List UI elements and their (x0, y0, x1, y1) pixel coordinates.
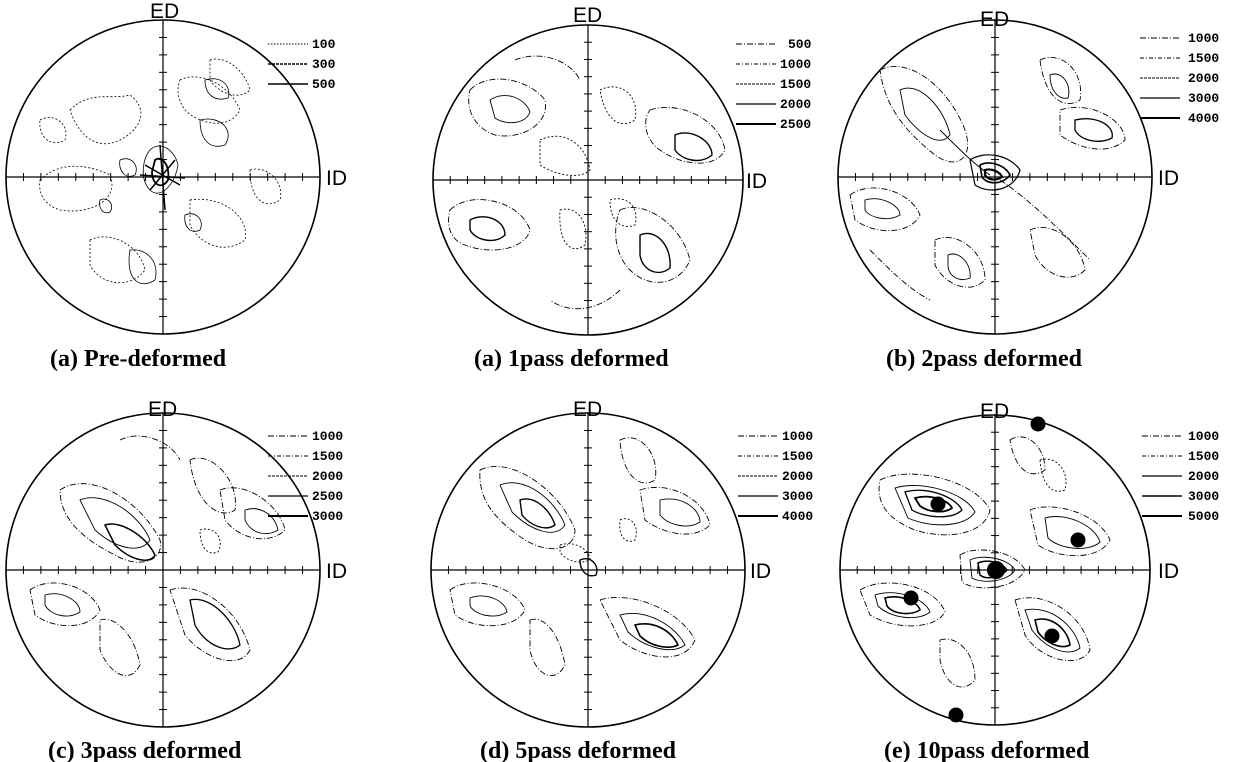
contour-lines (29, 435, 286, 677)
legend-label: 2000 (782, 469, 813, 484)
legend-label: 1500 (780, 77, 811, 92)
legend: 1000 1500 2000 3000 4000 (1140, 31, 1219, 126)
id-label: ID (1158, 167, 1179, 190)
legend-label: 1000 (1188, 429, 1219, 444)
texture-marker (930, 496, 946, 512)
axis-ticks (854, 36, 1136, 318)
axis-ticks (22, 429, 304, 711)
legend-label: 5000 (1188, 509, 1219, 524)
legend-label: 3000 (782, 489, 813, 504)
id-label: ID (326, 560, 347, 583)
legend-label: 4000 (782, 509, 813, 524)
contour-lines (448, 55, 726, 310)
axis-ticks (856, 431, 1134, 709)
legend-label: 500 (788, 37, 812, 52)
legend-label: 1500 (1188, 51, 1219, 66)
texture-markers (903, 416, 1086, 723)
legend: 100 300 500 (268, 37, 336, 92)
texture-marker (1070, 532, 1086, 548)
legend-label: 3000 (1188, 91, 1219, 106)
panel-caption: (a) Pre-deformed (50, 346, 227, 372)
panel-pre: ED ID (5, 0, 347, 372)
panel-3pass: ED ID 1000 1500 (5, 398, 347, 762)
legend-label: 2000 (1188, 71, 1219, 86)
texture-marker (987, 561, 1005, 579)
ed-label: ED (573, 4, 602, 27)
ed-label: ED (150, 0, 179, 23)
legend-label: 1500 (782, 449, 813, 464)
id-label: ID (326, 167, 347, 190)
panel-caption: (c) 3pass deformed (48, 738, 242, 762)
legend-label: 2000 (780, 97, 811, 112)
ed-label: ED (573, 398, 602, 421)
legend-label: 3000 (312, 509, 343, 524)
legend: 1000 1500 2000 3000 5000 (1142, 429, 1219, 524)
legend-label: 2500 (312, 489, 343, 504)
legend-label: 3000 (1188, 489, 1219, 504)
legend-label: 1500 (312, 449, 343, 464)
ed-label: ED (980, 8, 1009, 31)
texture-marker (1030, 416, 1046, 432)
legend-label: 2500 (780, 117, 811, 132)
panel-1pass: ED ID 500 100 (432, 4, 812, 372)
legend-label: 2000 (312, 469, 343, 484)
panel-caption: (b) 2pass deformed (886, 346, 1083, 372)
panel-caption: (d) 5pass deformed (480, 738, 677, 762)
legend: 1000 1500 2000 3000 4000 (738, 429, 813, 524)
contour-lines (449, 437, 711, 677)
panel-caption: (a) 1pass deformed (474, 346, 669, 372)
texture-marker (903, 590, 919, 606)
legend-label: 300 (312, 57, 336, 72)
ed-label: ED (980, 400, 1009, 423)
axis-ticks (449, 41, 727, 319)
panel-10pass: ED ID (839, 400, 1219, 762)
legend-label: 4000 (1188, 111, 1219, 126)
legend: 1000 1500 2000 2500 3000 (268, 429, 343, 524)
panel-caption: (e) 10pass deformed (884, 738, 1090, 762)
panel-5pass: ED ID 1000 (430, 398, 813, 762)
legend-label: 2000 (1188, 469, 1219, 484)
legend-label: 100 (312, 37, 336, 52)
legend-label: 1500 (1188, 449, 1219, 464)
texture-marker (1044, 628, 1060, 644)
contour-lines (859, 436, 1111, 688)
legend-label: 500 (312, 77, 336, 92)
id-label: ID (746, 170, 767, 193)
legend-label: 1000 (312, 429, 343, 444)
axis-ticks (447, 429, 729, 711)
legend-label: 1000 (782, 429, 813, 444)
legend: 500 1000 1500 2000 2500 (736, 37, 812, 132)
ed-label: ED (148, 398, 177, 421)
id-label: ID (750, 560, 771, 583)
contour-lines (849, 56, 1126, 301)
legend-label: 1000 (1188, 31, 1219, 46)
legend-label: 1000 (780, 57, 811, 72)
texture-marker (948, 707, 964, 723)
contour-lines (39, 58, 282, 285)
id-label: ID (1158, 560, 1179, 583)
panel-2pass: ED ID (837, 8, 1219, 372)
